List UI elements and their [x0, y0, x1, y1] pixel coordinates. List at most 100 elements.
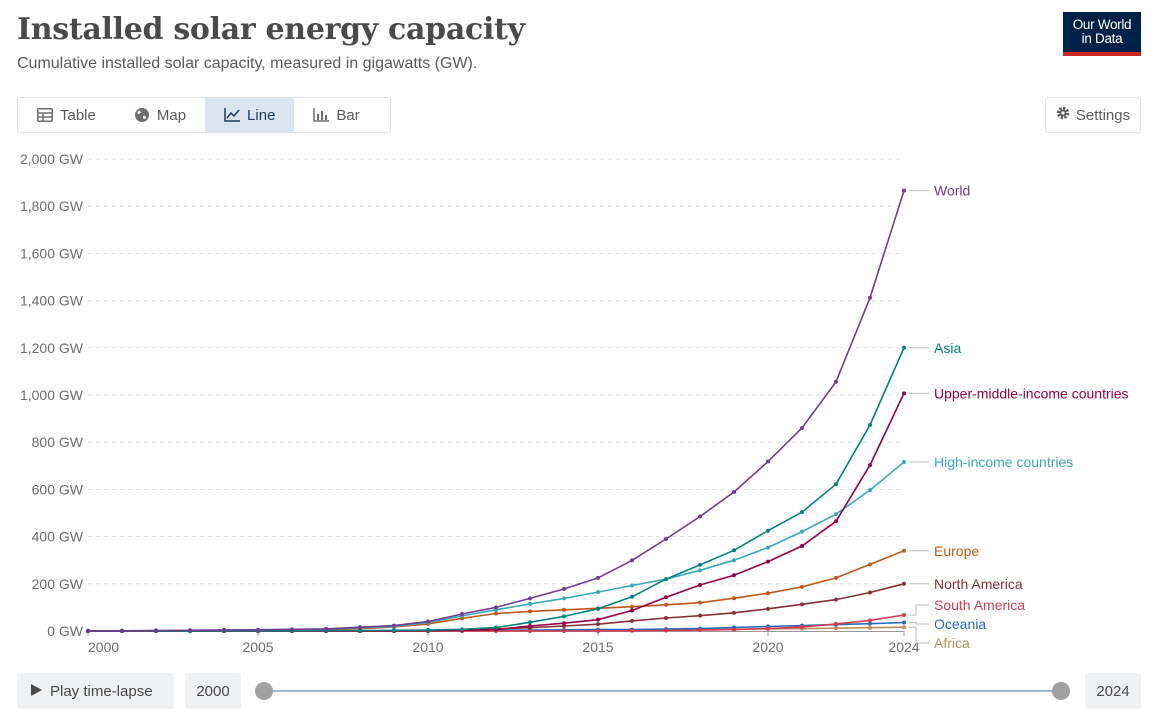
data-point — [732, 573, 736, 578]
y-tick-label: 800 GW — [32, 434, 84, 450]
y-tick-label: 1,200 GW — [20, 340, 84, 356]
timeline-track[interactable] — [264, 690, 1061, 692]
data-point — [528, 601, 532, 606]
table-icon — [37, 108, 53, 122]
data-point — [868, 463, 872, 468]
series-line — [88, 550, 905, 632]
line-chart-icon — [224, 108, 241, 122]
data-point — [732, 610, 736, 615]
owid-logo[interactable]: Our World in Data — [1063, 12, 1141, 56]
globe-icon — [134, 107, 150, 123]
tab-bar-label: Bar — [336, 106, 360, 124]
data-point — [426, 628, 430, 633]
data-point — [766, 459, 770, 464]
data-point — [902, 548, 906, 553]
data-point — [630, 583, 634, 588]
data-point — [868, 625, 872, 630]
timeline-start-handle[interactable] — [255, 682, 273, 700]
data-point — [732, 596, 736, 601]
data-point — [358, 628, 362, 633]
data-point — [732, 627, 736, 632]
x-tick-label: 2024 — [888, 639, 919, 655]
series-label: Oceania — [934, 616, 986, 632]
data-point — [358, 625, 362, 630]
data-point — [664, 628, 668, 633]
settings-button[interactable]: Settings — [1045, 97, 1141, 133]
y-tick-label: 1,400 GW — [20, 293, 84, 309]
series-label: Upper-middle-income countries — [934, 385, 1129, 401]
play-icon — [31, 683, 42, 700]
play-timelapse-button[interactable]: Play time-lapse — [17, 673, 174, 709]
series-label: North America — [934, 576, 1023, 592]
data-point — [732, 489, 736, 494]
data-point — [868, 562, 872, 567]
data-point — [664, 602, 668, 607]
y-tick-label: 200 GW — [32, 576, 84, 592]
gear-icon — [1056, 106, 1070, 124]
data-point — [562, 624, 566, 629]
label-connector — [909, 622, 929, 625]
data-point — [392, 628, 396, 633]
tab-bar[interactable]: Bar — [294, 98, 378, 132]
data-point — [800, 544, 804, 549]
data-point — [562, 596, 566, 601]
data-point — [800, 426, 804, 431]
timeline-start-year[interactable]: 2000 — [185, 673, 241, 709]
data-point — [732, 548, 736, 553]
data-point — [630, 604, 634, 609]
data-point — [562, 629, 566, 633]
data-point — [902, 391, 906, 396]
tab-map[interactable]: Map — [115, 98, 205, 132]
data-point — [800, 510, 804, 515]
data-point — [596, 606, 600, 611]
data-point — [800, 529, 804, 534]
data-point — [800, 584, 804, 589]
series-label: Africa — [934, 635, 970, 651]
data-point — [460, 627, 464, 632]
timeline-end-handle[interactable] — [1052, 682, 1070, 700]
play-label: Play time-lapse — [50, 682, 153, 700]
chart-subtitle: Cumulative installed solar capacity, mea… — [17, 55, 478, 72]
series-label: Asia — [934, 340, 961, 356]
data-point — [596, 617, 600, 622]
data-point — [528, 624, 532, 629]
data-point — [902, 625, 906, 630]
tab-line[interactable]: Line — [205, 98, 295, 132]
data-point — [494, 625, 498, 630]
data-point — [256, 627, 260, 632]
data-point — [834, 512, 838, 517]
data-point — [698, 514, 702, 519]
tab-table[interactable]: Table — [18, 98, 115, 132]
data-point — [902, 620, 906, 625]
data-point — [766, 626, 770, 631]
data-point — [188, 628, 192, 633]
timeline-end-year[interactable]: 2024 — [1085, 673, 1141, 709]
y-tick-label: 400 GW — [32, 529, 84, 545]
x-tick-label: 2015 — [582, 639, 613, 655]
data-point — [698, 600, 702, 605]
data-point — [562, 607, 566, 612]
data-point — [698, 628, 702, 633]
series-label: High-income countries — [934, 454, 1073, 470]
data-point — [834, 575, 838, 580]
series-line — [88, 190, 905, 632]
data-point — [834, 597, 838, 602]
data-point — [800, 624, 804, 629]
data-point — [800, 602, 804, 607]
data-point — [290, 627, 294, 632]
y-tick-label: 1,000 GW — [20, 387, 84, 403]
data-point — [528, 609, 532, 614]
data-point — [562, 621, 566, 626]
data-point — [596, 575, 600, 580]
data-point — [766, 545, 770, 550]
data-point — [902, 581, 906, 586]
data-point — [766, 606, 770, 611]
data-point — [834, 621, 838, 626]
data-point — [494, 611, 498, 616]
data-point — [834, 379, 838, 384]
data-point — [562, 586, 566, 591]
data-point — [834, 519, 838, 524]
data-point — [868, 621, 872, 626]
data-point — [698, 613, 702, 618]
